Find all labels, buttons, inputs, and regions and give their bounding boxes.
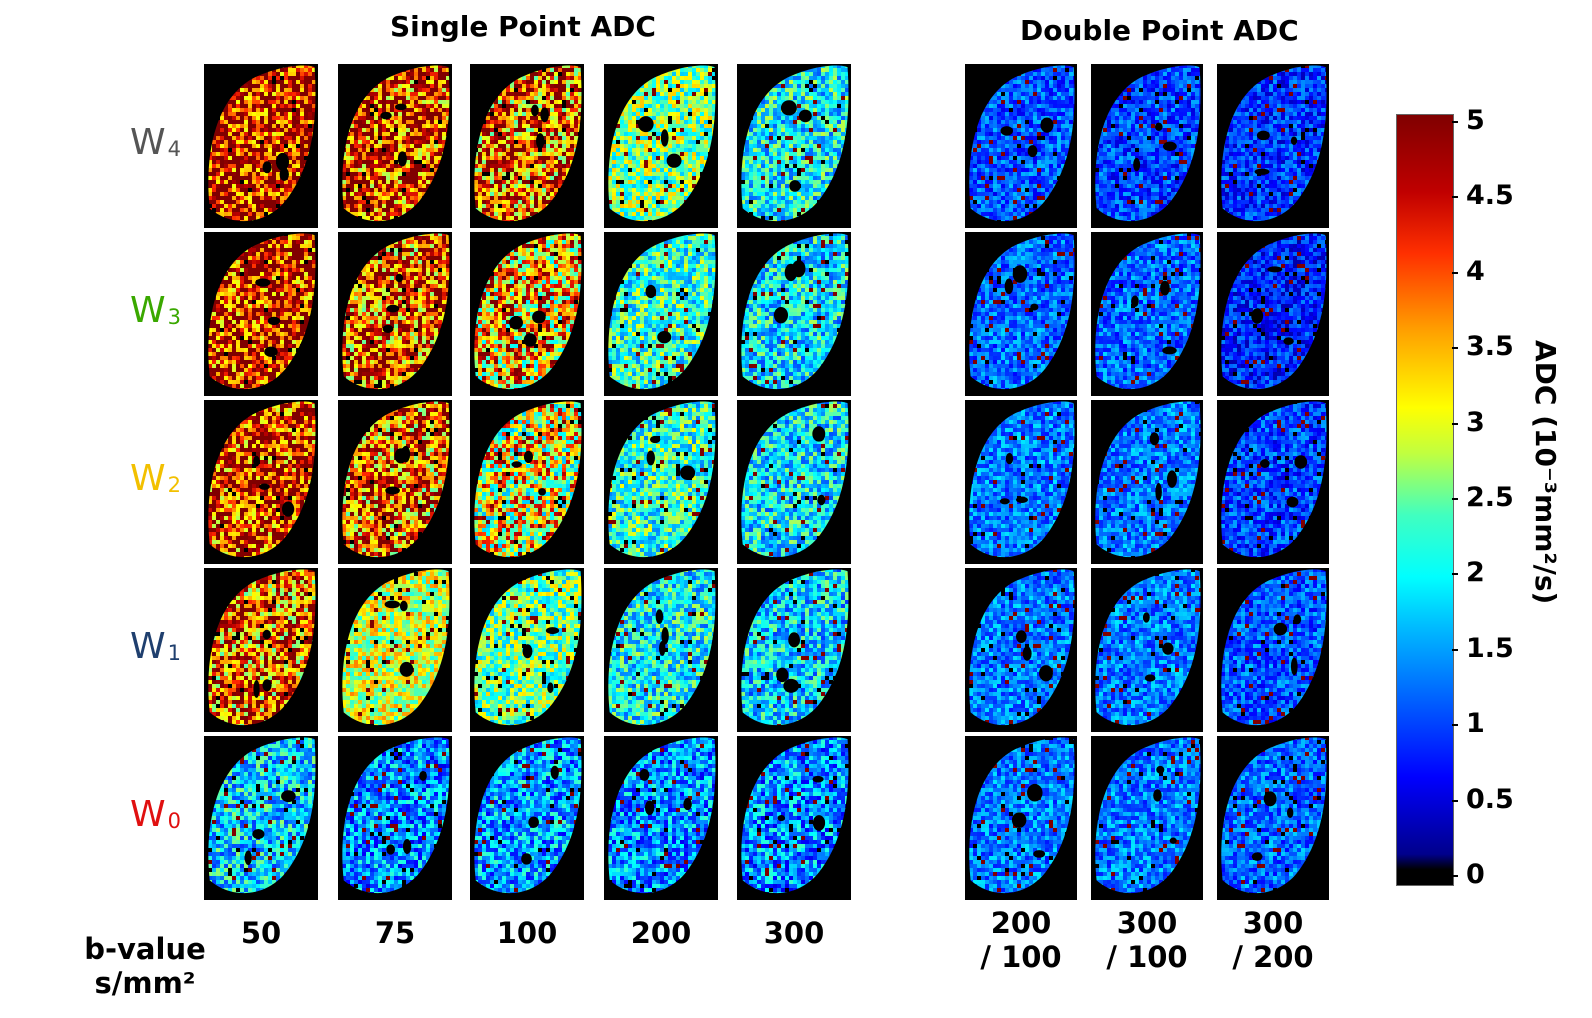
single-point-adc-map xyxy=(204,232,318,396)
b-value-pair-column-label: 300/ 100 xyxy=(1091,906,1203,974)
colorbar-tick-label: 4 xyxy=(1466,256,1485,287)
colorbar-tick xyxy=(1452,196,1458,199)
row-label-subscript: 2 xyxy=(168,473,181,497)
double-point-adc-map xyxy=(965,568,1077,732)
double-point-adc-map xyxy=(965,232,1077,396)
b-value-unit: s/mm² xyxy=(80,966,210,1000)
single-point-adc-map xyxy=(470,400,584,564)
double-point-adc-title: Double Point ADC xyxy=(1020,14,1299,47)
single-point-adc-map xyxy=(604,568,718,732)
double-point-adc-map xyxy=(1217,232,1329,396)
single-point-adc-title: Single Point ADC xyxy=(390,10,656,43)
single-point-adc-map xyxy=(737,232,851,396)
row-label-letter: W xyxy=(130,794,166,835)
colorbar-tick-label: 5 xyxy=(1466,105,1485,136)
row-label-letter: W xyxy=(130,290,166,331)
colorbar-tick-label: 4.5 xyxy=(1466,180,1514,211)
single-point-adc-map xyxy=(204,64,318,228)
colorbar-tick-label: 0 xyxy=(1466,859,1485,890)
b-value-label: b-value xyxy=(80,932,210,966)
row-label-w0: W0 xyxy=(130,794,200,835)
double-point-adc-map xyxy=(1091,64,1203,228)
b-value-pair-column-label: 200/ 100 xyxy=(965,906,1077,974)
colorbar-tick xyxy=(1452,724,1458,727)
single-point-adc-map xyxy=(604,232,718,396)
single-point-adc-map xyxy=(470,64,584,228)
single-point-adc-map xyxy=(338,64,452,228)
single-point-adc-map xyxy=(338,400,452,564)
single-point-adc-map xyxy=(204,736,318,900)
colorbar-tick-label: 3 xyxy=(1466,407,1485,438)
single-point-adc-map xyxy=(470,736,584,900)
b-value-column-label: 100 xyxy=(470,916,584,950)
double-point-adc-map xyxy=(1217,568,1329,732)
colorbar-tick-label: 2 xyxy=(1466,557,1485,588)
double-point-adc-map xyxy=(1217,64,1329,228)
row-label-letter: W xyxy=(130,122,166,163)
b-value-pair-numerator: 300 xyxy=(1217,906,1329,940)
colorbar-tick-label: 2.5 xyxy=(1466,482,1514,513)
row-label-subscript: 1 xyxy=(168,641,181,665)
colorbar-tick xyxy=(1452,498,1458,500)
colorbar-tick xyxy=(1452,347,1458,350)
single-point-adc-map xyxy=(338,232,452,396)
double-point-adc-map xyxy=(1091,568,1203,732)
double-point-adc-map xyxy=(1217,400,1329,564)
b-value-pair-numerator: 300 xyxy=(1091,906,1203,940)
double-point-adc-map xyxy=(965,400,1077,564)
double-point-adc-map xyxy=(965,736,1077,900)
b-value-column-label: 50 xyxy=(204,916,318,950)
double-point-adc-map xyxy=(1091,400,1203,564)
b-value-pair-column-label: 300/ 200 xyxy=(1217,906,1329,974)
single-point-adc-map xyxy=(470,232,584,396)
row-label-w1: W1 xyxy=(130,626,200,667)
single-point-adc-map xyxy=(338,736,452,900)
single-point-adc-map xyxy=(604,736,718,900)
colorbar-tick xyxy=(1452,648,1458,651)
single-point-adc-map xyxy=(737,736,851,900)
double-point-adc-map xyxy=(1091,736,1203,900)
row-label-subscript: 3 xyxy=(168,305,181,329)
colorbar-tick xyxy=(1452,573,1458,576)
b-value-column-label: 75 xyxy=(338,916,452,950)
single-point-adc-map xyxy=(470,568,584,732)
colorbar-title: ADC (10⁻³mm²/s) xyxy=(1529,340,1562,604)
double-point-adc-map xyxy=(965,64,1077,228)
single-point-adc-map xyxy=(604,64,718,228)
colorbar-tick xyxy=(1452,799,1458,802)
b-value-pair-denominator: / 100 xyxy=(965,940,1077,974)
single-point-adc-map xyxy=(604,400,718,564)
row-label-w4: W4 xyxy=(130,122,200,163)
colorbar-tick xyxy=(1452,271,1458,274)
row-label-letter: W xyxy=(130,458,166,499)
double-point-adc-map xyxy=(1217,736,1329,900)
single-point-adc-map xyxy=(338,568,452,732)
row-label-w2: W2 xyxy=(130,458,200,499)
single-point-adc-map xyxy=(737,400,851,564)
colorbar-tick-label: 1.5 xyxy=(1466,633,1514,664)
colorbar-tick-label: 1 xyxy=(1466,708,1485,739)
colorbar-tick xyxy=(1452,121,1458,123)
b-value-axis-label: b-value s/mm² xyxy=(80,932,210,1000)
adc-colorbar xyxy=(1396,114,1454,886)
b-value-column-label: 200 xyxy=(604,916,718,950)
double-point-adc-map xyxy=(1091,232,1203,396)
b-value-pair-denominator: / 100 xyxy=(1091,940,1203,974)
colorbar-tick xyxy=(1452,422,1458,425)
single-point-adc-map xyxy=(737,568,851,732)
row-label-letter: W xyxy=(130,626,166,667)
b-value-pair-numerator: 200 xyxy=(965,906,1077,940)
single-point-adc-map xyxy=(737,64,851,228)
colorbar-tick-label: 0.5 xyxy=(1466,784,1514,815)
single-point-adc-map xyxy=(204,400,318,564)
single-point-adc-map xyxy=(204,568,318,732)
colorbar-tick xyxy=(1452,875,1458,877)
row-label-w3: W3 xyxy=(130,290,200,331)
b-value-pair-denominator: / 200 xyxy=(1217,940,1329,974)
row-label-subscript: 4 xyxy=(168,137,181,161)
colorbar-tick-label: 3.5 xyxy=(1466,331,1514,362)
row-label-subscript: 0 xyxy=(168,809,181,833)
b-value-column-label: 300 xyxy=(737,916,851,950)
